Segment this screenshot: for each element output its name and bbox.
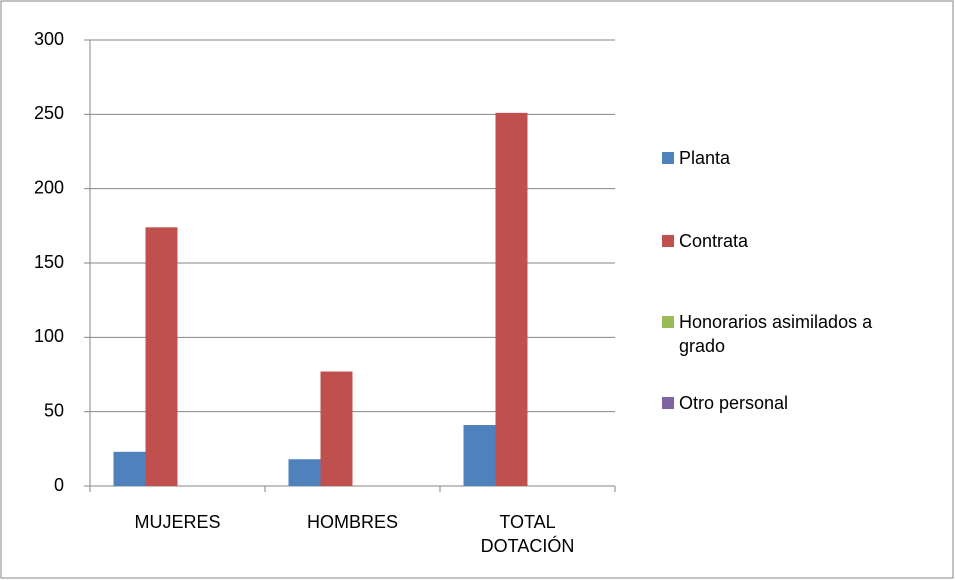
y-tick-label: 200 <box>34 177 64 197</box>
x-tick-label: HOMBRES <box>306 512 398 532</box>
bar <box>113 451 146 486</box>
bar <box>320 371 353 486</box>
x-tick-label: MUJERES <box>134 512 221 532</box>
legend-label: Contrata <box>679 231 749 251</box>
legend-swatch <box>662 235 674 247</box>
y-tick-label: 100 <box>34 326 64 346</box>
legend-label: Otro personal <box>679 393 789 413</box>
y-tick-label: 300 <box>34 29 64 49</box>
y-tick-label: 150 <box>34 252 64 272</box>
y-tick-label: 0 <box>54 475 64 495</box>
bar <box>145 227 178 486</box>
bar <box>288 459 321 486</box>
y-tick-label: 50 <box>44 400 64 420</box>
legend-label: Honorarios asimilados a grado <box>679 312 873 356</box>
legend-swatch <box>662 316 674 328</box>
y-tick-label: 250 <box>34 103 64 123</box>
x-tick-label: TOTAL DOTACIÓN <box>480 512 575 556</box>
bar <box>463 425 496 486</box>
legend-label: Planta <box>679 148 731 168</box>
legend-swatch <box>662 152 674 164</box>
bar <box>495 112 528 486</box>
legend-swatch <box>662 397 674 409</box>
